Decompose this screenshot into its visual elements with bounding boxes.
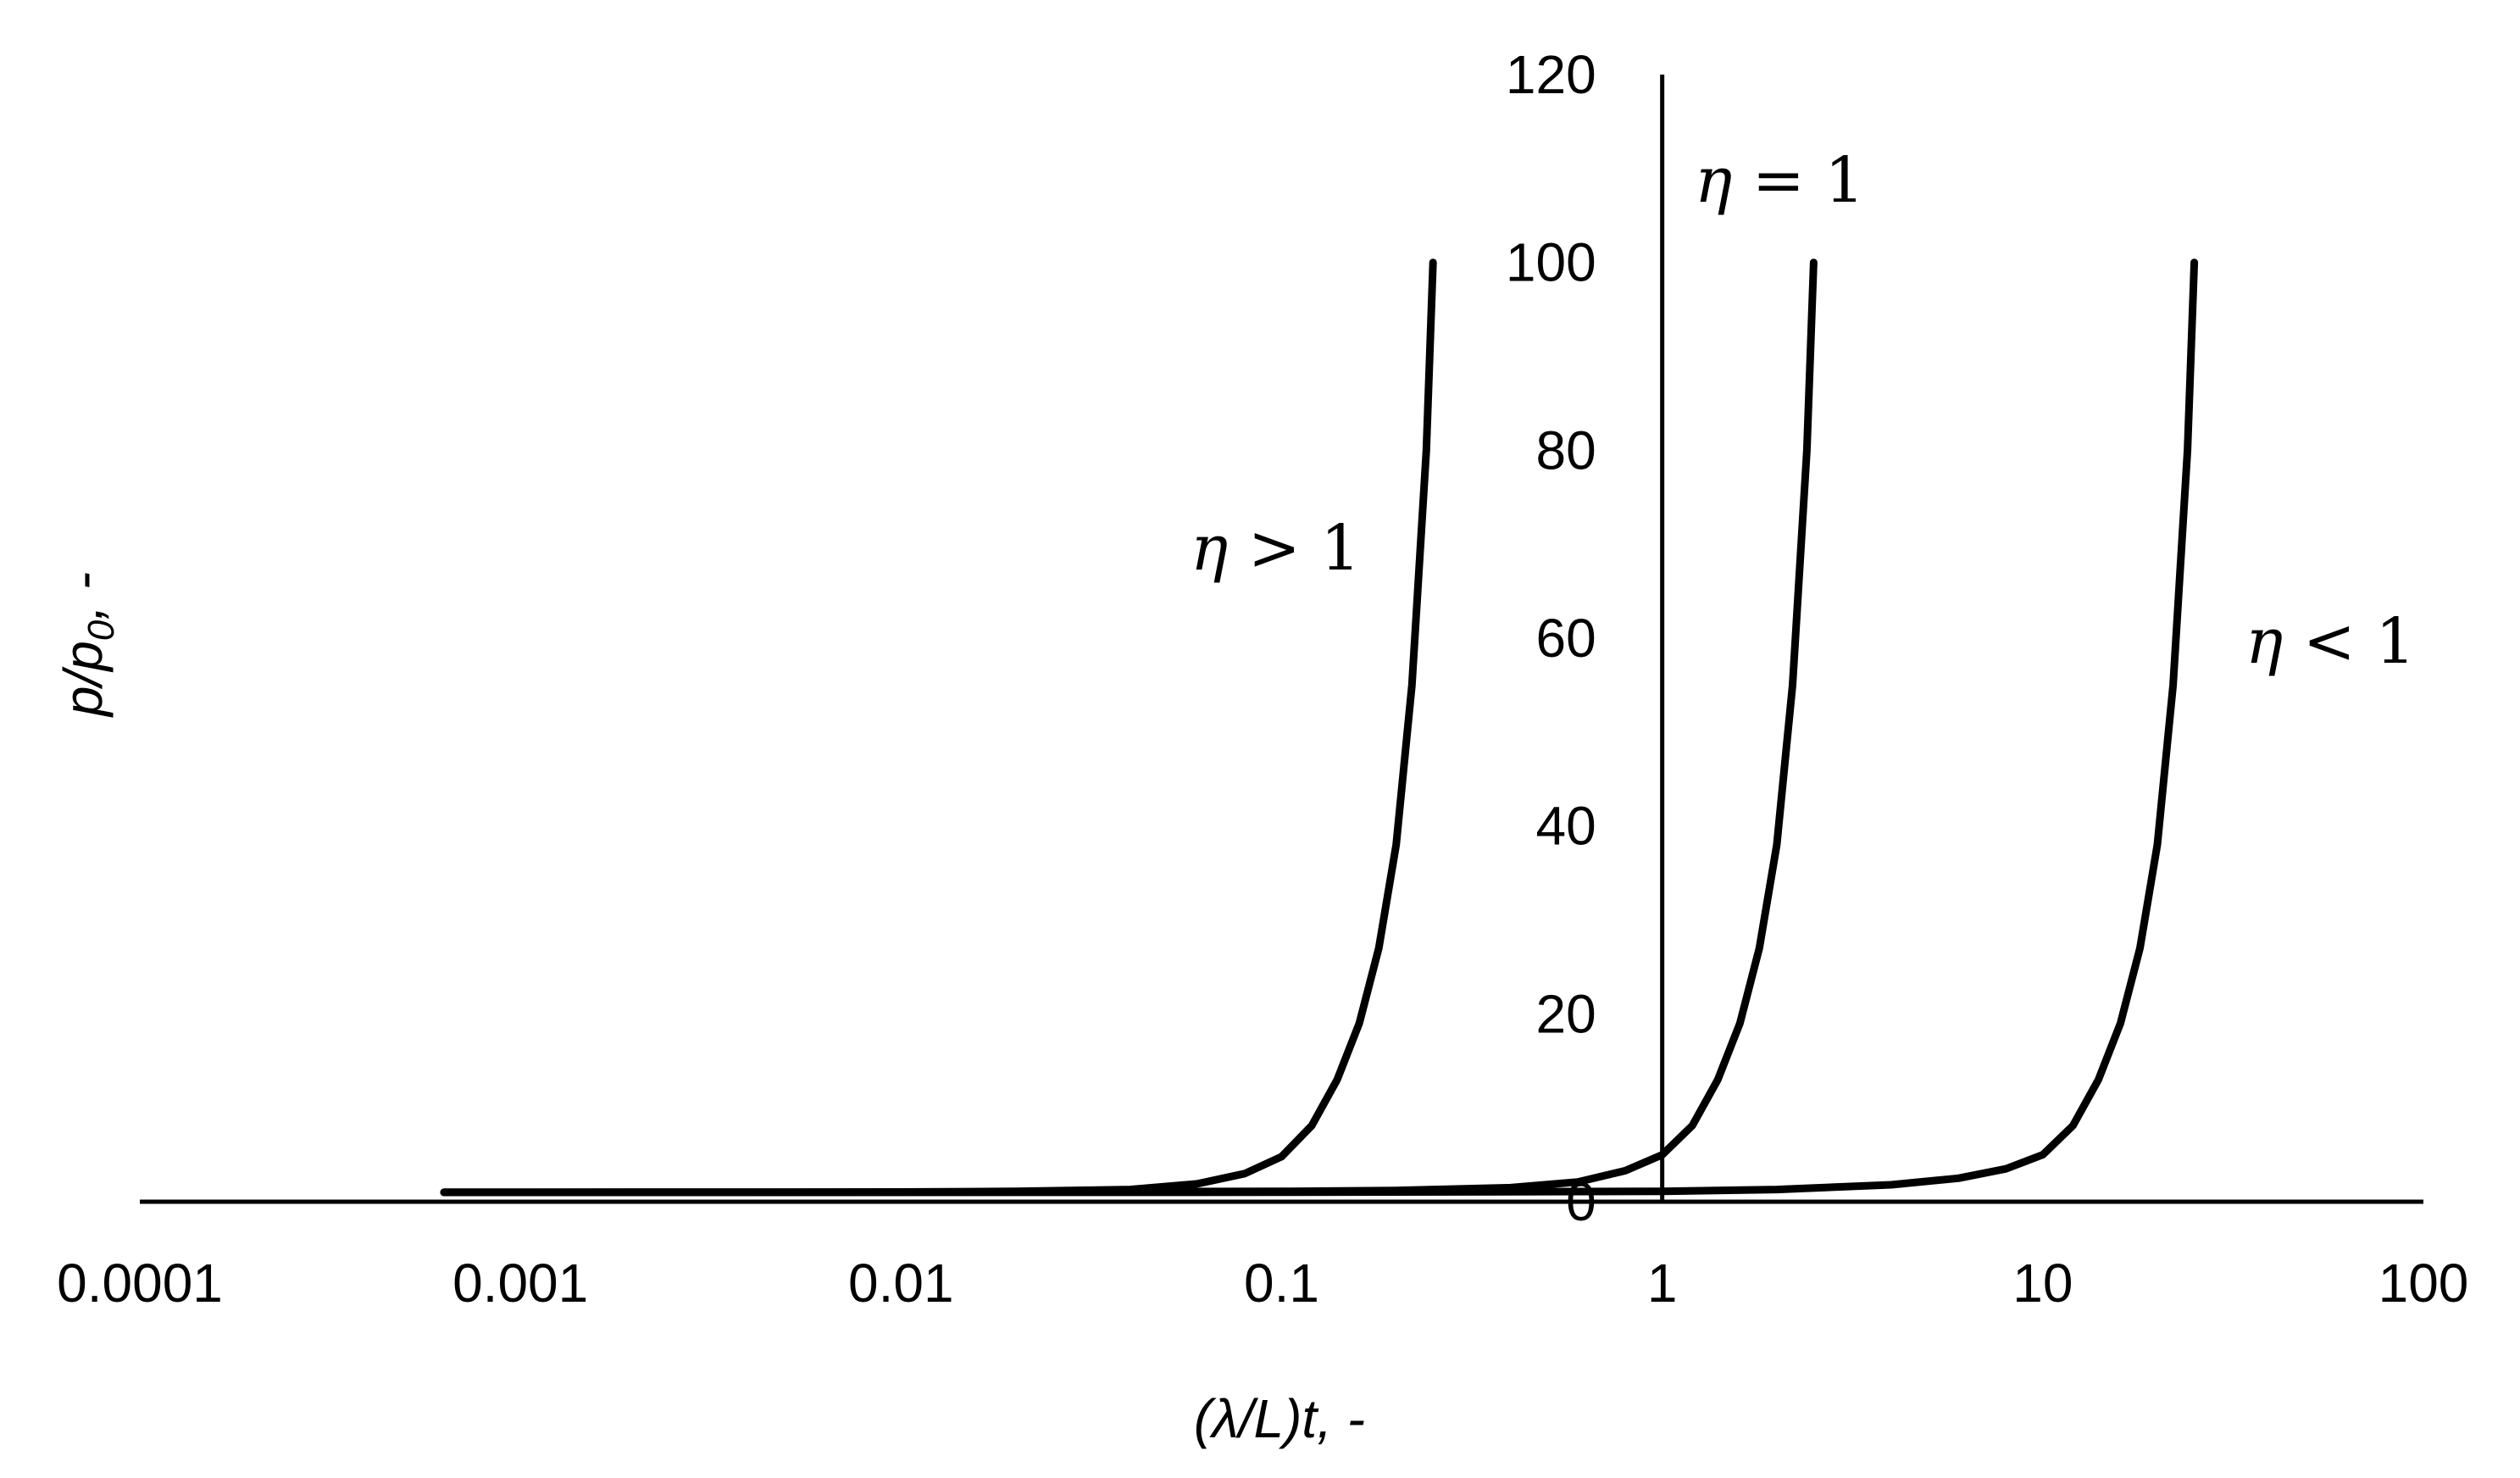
y-axis-title-tail: , - bbox=[53, 572, 114, 620]
x-tick-labels: 0.0001 0.001 0.01 0.1 1 10 100 bbox=[57, 1253, 2468, 1314]
y-axis-title-subscript: 0 bbox=[80, 620, 122, 641]
x-tick-label: 0.001 bbox=[452, 1253, 588, 1314]
curve-label-eta: η bbox=[1695, 144, 1732, 217]
curve-label-3: η < 1 bbox=[2245, 605, 2415, 678]
curve-labels: η > 1η = 1η < 1 bbox=[1191, 144, 2415, 678]
curve-label-eta: η bbox=[2245, 605, 2283, 678]
x-tick-label: 100 bbox=[2378, 1253, 2469, 1314]
series-line-3 bbox=[440, 258, 2199, 1197]
y-tick-labels: 0 20 40 60 80 100 120 bbox=[1506, 44, 1596, 1232]
x-tick-label: 1 bbox=[1647, 1253, 1678, 1314]
curve-label-1: η > 1 bbox=[1191, 512, 1360, 585]
x-tick-label: 10 bbox=[2012, 1253, 2073, 1314]
y-tick-label: 20 bbox=[1535, 983, 1596, 1044]
y-tick-label: 80 bbox=[1535, 420, 1596, 481]
curve-label-2: η = 1 bbox=[1695, 144, 1864, 217]
x-tick-label: 0.01 bbox=[848, 1253, 954, 1314]
y-tick-label: 100 bbox=[1506, 232, 1596, 293]
series-layer bbox=[440, 258, 2199, 1197]
curve-label-eta: η bbox=[1191, 512, 1228, 585]
y-tick-label: 60 bbox=[1535, 608, 1596, 669]
y-axis-title-main: p/p bbox=[53, 641, 114, 718]
x-tick-label: 0.1 bbox=[1244, 1253, 1319, 1314]
axes-layer bbox=[140, 75, 2423, 1204]
x-tick-label: 0.0001 bbox=[57, 1253, 223, 1314]
curve-label-relation: < 1 bbox=[2283, 605, 2415, 678]
series-line-1 bbox=[440, 258, 1437, 1197]
y-tick-label: 40 bbox=[1535, 796, 1596, 857]
curve-label-relation: = 1 bbox=[1732, 144, 1864, 217]
y-axis-title: p/p0, - bbox=[53, 572, 122, 718]
series-line-2 bbox=[440, 258, 1818, 1197]
curve-label-relation: > 1 bbox=[1228, 512, 1360, 585]
x-axis-title: (λ/L)t, - bbox=[1194, 1388, 1365, 1449]
y-tick-label: 120 bbox=[1506, 44, 1596, 105]
y-tick-label: 0 bbox=[1566, 1171, 1596, 1232]
